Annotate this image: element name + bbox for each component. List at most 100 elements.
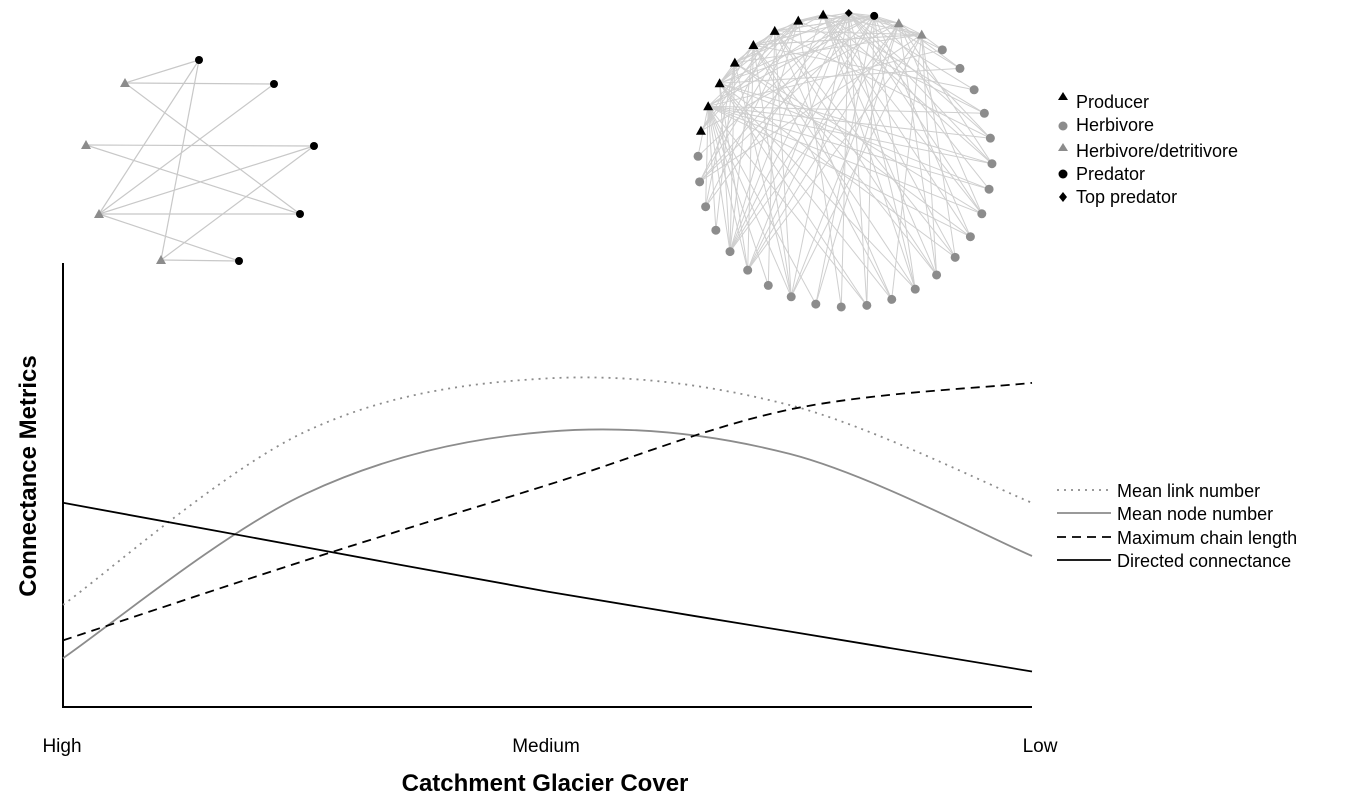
y-axis-title: Connectance Metrics — [15, 355, 42, 596]
network-link — [822, 14, 956, 258]
network-link — [798, 20, 985, 114]
network-link — [848, 12, 922, 36]
series-legend-item: Mean link number — [1057, 481, 1260, 501]
network-link — [848, 12, 868, 306]
network-link — [719, 67, 961, 84]
network-link — [752, 44, 916, 290]
species-legend-item: Top predator — [1059, 187, 1177, 207]
network-link — [124, 59, 200, 84]
series-legend-label: Mean link number — [1117, 481, 1260, 501]
network-link — [822, 14, 983, 215]
network-node-herbivore-detritivore — [916, 29, 927, 39]
herbivore-detritivore-marker — [1058, 143, 1068, 151]
series-legend-label: Directed connectance — [1117, 551, 1291, 571]
series-legend-item: Maximum chain length — [1057, 528, 1297, 548]
network-link — [797, 20, 842, 308]
network-link — [921, 34, 956, 258]
network-node-predator — [270, 80, 278, 88]
network-link — [747, 34, 923, 271]
series-legend-item: Directed connectance — [1057, 551, 1291, 571]
network-link — [707, 106, 731, 252]
network-node-producer — [793, 15, 804, 25]
network-link — [790, 12, 850, 297]
network-link — [707, 105, 817, 305]
series-layer — [62, 376, 1033, 673]
species-legend-item: Predator — [1058, 164, 1145, 184]
network-node-herbivore — [987, 159, 997, 169]
network-node-herbivore-detritivore — [94, 209, 104, 218]
network-link — [822, 14, 938, 276]
network-link — [708, 105, 991, 139]
series-legend-label: Maximum chain length — [1117, 528, 1297, 548]
chart-axes — [62, 263, 1032, 708]
network-link — [891, 34, 923, 300]
network-node-predator — [195, 56, 203, 64]
network-link — [719, 82, 893, 300]
network-link — [707, 15, 875, 107]
network-link — [160, 145, 315, 261]
species-legend-item: Producer — [1058, 92, 1149, 112]
network-link — [707, 106, 749, 271]
network-node-herbivore — [932, 270, 942, 280]
series-line-maximum-chain-length — [62, 382, 1033, 642]
network-link — [848, 12, 975, 91]
network-link — [160, 59, 200, 261]
network-node-herbivore — [955, 63, 965, 73]
species-legend: Producer Herbivore Herbivore/detritivore… — [1058, 92, 1238, 207]
network-link — [848, 12, 916, 290]
network-link — [752, 44, 792, 297]
network-link — [774, 30, 922, 36]
network-node-producer — [714, 78, 725, 88]
series-legend-item: Mean node number — [1057, 504, 1273, 524]
network-node-producer — [695, 125, 706, 135]
network-link — [774, 30, 956, 258]
network-link — [753, 34, 922, 46]
network-link — [719, 15, 875, 84]
network-node-herbivore — [836, 302, 846, 312]
network-link — [708, 105, 990, 190]
network-link — [699, 34, 922, 183]
species-legend-label: Producer — [1076, 92, 1149, 112]
network-link — [85, 144, 315, 147]
network-link — [708, 105, 982, 215]
network-node-producer — [748, 40, 759, 50]
network-link — [708, 49, 943, 107]
network-node-producer — [769, 25, 780, 35]
food-web-network-high-glacier — [81, 56, 318, 265]
network-link — [705, 106, 709, 207]
network-link — [708, 105, 985, 114]
network-node-herbivore — [979, 108, 989, 118]
network-node-herbivore — [711, 225, 721, 235]
species-legend-label: Herbivore/detritivore — [1076, 141, 1238, 161]
network-link — [848, 12, 875, 17]
network-node-predator — [235, 257, 243, 265]
network-link — [866, 15, 875, 306]
network-node-herbivore — [862, 300, 872, 310]
network-node-herbivore — [887, 294, 897, 304]
x-tick-label-high: High — [42, 736, 81, 757]
network-link — [734, 14, 824, 64]
network-link — [98, 83, 275, 215]
network-link — [719, 20, 799, 84]
network-link — [707, 106, 717, 231]
predator-marker — [1058, 169, 1068, 179]
network-link — [747, 15, 875, 271]
series-line-mean-link-number — [62, 376, 1033, 606]
network-link — [124, 82, 275, 85]
network-link — [160, 259, 240, 262]
network-node-herbivore — [693, 151, 703, 161]
network-link — [734, 34, 922, 64]
top-predator-marker — [1059, 192, 1067, 202]
network-link — [747, 22, 900, 271]
network-link — [708, 105, 993, 165]
network-node-herbivore — [743, 265, 753, 275]
network-node-herbivore — [984, 184, 994, 194]
network-node-herbivore — [910, 284, 920, 294]
network-link — [707, 105, 868, 306]
network-link — [719, 22, 899, 84]
network-link — [774, 15, 875, 32]
network-link — [734, 62, 971, 238]
network-node-herbivore — [701, 202, 711, 212]
network-node-predator — [870, 11, 879, 20]
